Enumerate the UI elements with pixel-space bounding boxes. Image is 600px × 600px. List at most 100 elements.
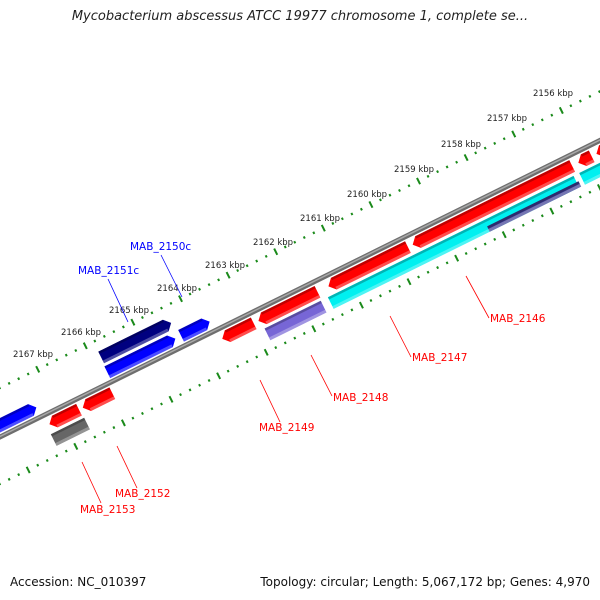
major-tick [73, 442, 79, 450]
feature-body[interactable] [487, 181, 582, 232]
feature-body[interactable] [0, 401, 39, 438]
gene-feature[interactable] [50, 417, 90, 446]
feature-highlight [89, 396, 116, 411]
feature-body[interactable] [47, 403, 82, 430]
gene-label-mab-2149[interactable]: MAB_2149 [259, 422, 314, 434]
minor-tick [531, 219, 535, 223]
minor-tick [312, 231, 316, 235]
minor-tick [217, 278, 221, 282]
major-tick [263, 348, 269, 356]
minor-tick [45, 363, 49, 367]
gene-label-mab-2152[interactable]: MAB_2152 [115, 488, 170, 500]
gene-feature[interactable] [579, 144, 600, 185]
minor-tick [55, 358, 59, 362]
minor-tick [302, 331, 306, 335]
feature-shade [415, 160, 571, 239]
feature-body[interactable] [575, 150, 595, 168]
minor-tick [255, 259, 259, 263]
gene-feature[interactable] [575, 150, 595, 168]
major-tick [368, 201, 374, 209]
feature-highlight [102, 328, 169, 364]
gene-feature[interactable] [326, 241, 411, 292]
feature-body[interactable] [80, 387, 116, 413]
minor-tick [521, 127, 525, 131]
feature-highlight [488, 183, 582, 232]
minor-tick [436, 266, 440, 270]
minor-tick [302, 236, 306, 240]
feature-body[interactable] [410, 160, 576, 250]
feature-highlight [268, 309, 327, 341]
minor-tick [245, 264, 249, 268]
major-tick [178, 295, 183, 303]
feature-body[interactable] [256, 285, 321, 327]
gene-feature[interactable] [410, 160, 576, 250]
minor-tick [150, 311, 154, 315]
minor-tick [179, 393, 182, 397]
gene-feature[interactable] [80, 387, 116, 413]
minor-tick [540, 214, 544, 218]
gene-label-mab-2146[interactable]: MAB_2146 [490, 313, 546, 325]
major-tick [406, 278, 412, 286]
major-tick [225, 271, 231, 279]
minor-tick [502, 137, 506, 141]
gene-feature[interactable] [264, 300, 327, 341]
feature-body[interactable] [579, 144, 600, 185]
gene-label-mab-2153[interactable]: MAB_2153 [80, 504, 135, 516]
gene-label-mab-2150c[interactable]: MAB_2150c [130, 241, 191, 253]
major-tick [35, 365, 41, 373]
leader-line [116, 445, 138, 489]
gene-label-mab-2151c[interactable]: MAB_2151c [78, 265, 139, 277]
feature-highlight [182, 327, 208, 342]
gene-feature[interactable] [47, 403, 82, 430]
kbp-label: 2159 kbp [394, 165, 434, 175]
feature-shade [51, 403, 78, 419]
feature-body[interactable] [98, 317, 174, 364]
feature-body[interactable] [264, 300, 327, 341]
minor-tick [445, 165, 449, 169]
feature-highlight [583, 153, 600, 185]
feature-shade [330, 241, 407, 281]
minor-tick [74, 348, 78, 352]
minor-tick [340, 313, 344, 317]
major-tick [120, 419, 126, 427]
minor-tick [331, 317, 335, 321]
minor-tick [64, 353, 68, 357]
major-tick [454, 254, 460, 262]
minor-tick [198, 383, 202, 387]
accession-text: Accession: NC_010397 [10, 575, 147, 589]
leader-line [465, 275, 490, 319]
gene-feature[interactable] [178, 316, 212, 342]
gene-feature[interactable] [256, 285, 321, 327]
gene-feature[interactable] [98, 317, 174, 364]
kbp-label: 2156 kbp [533, 89, 573, 99]
major-tick [416, 177, 421, 185]
minor-tick [398, 284, 401, 288]
feature-body[interactable] [326, 241, 411, 292]
feature-body[interactable] [178, 316, 212, 342]
gene-feature[interactable] [104, 333, 178, 379]
feature-body[interactable] [50, 417, 90, 446]
minor-tick [588, 190, 592, 194]
feature-body[interactable] [327, 175, 580, 309]
gene-feature[interactable] [219, 317, 257, 345]
gene-feature[interactable] [0, 401, 39, 438]
gene-label-mab-2147[interactable]: MAB_2147 [412, 352, 467, 364]
minor-tick [559, 204, 563, 208]
feature-shade [580, 150, 590, 157]
gene-label-mab-2148[interactable]: MAB_2148 [333, 392, 388, 404]
leader-line [310, 354, 333, 397]
major-tick [511, 130, 517, 138]
feature-body[interactable] [104, 333, 178, 379]
minor-tick [7, 477, 11, 481]
map-title: Mycobacterium abscessus ATCC 19977 chrom… [71, 9, 529, 24]
minor-tick [112, 330, 116, 334]
minor-tick [483, 242, 487, 246]
major-tick [358, 301, 364, 309]
gene-feature[interactable] [487, 181, 582, 232]
feature-highlight [55, 426, 90, 446]
feature-body[interactable] [219, 317, 257, 345]
minor-tick [245, 360, 249, 364]
kbp-label: 2157 kbp [487, 114, 527, 124]
minor-tick [388, 193, 392, 197]
major-tick [320, 224, 326, 232]
